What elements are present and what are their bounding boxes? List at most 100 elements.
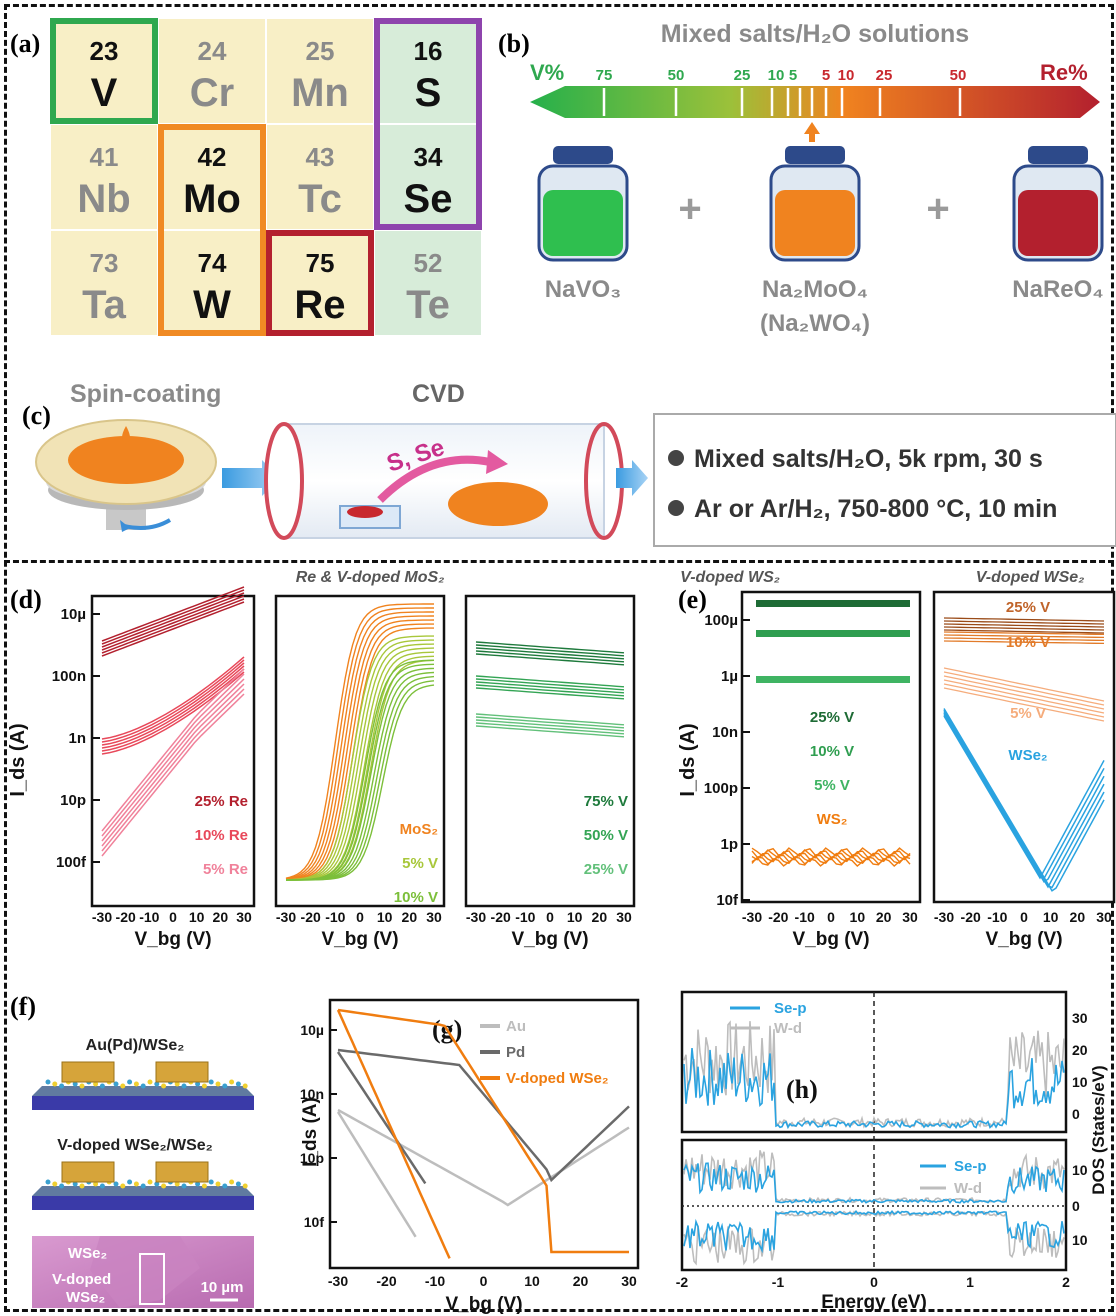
data-curve [751, 855, 911, 865]
atom-dot [229, 1179, 235, 1185]
bullet-icon [668, 450, 684, 466]
x-tick-label: -30 [92, 909, 112, 925]
legend-entry: 75% V [584, 793, 628, 810]
x-tick-label: -20 [116, 909, 136, 925]
atom-dot [93, 1181, 99, 1187]
data-curve [943, 629, 1105, 634]
legend-entry: 10% V [394, 889, 438, 906]
x-tick-label: 0 [169, 909, 177, 925]
data-curve [943, 683, 1105, 718]
data-curve [943, 712, 1105, 883]
x-tick-label: 10 [1043, 909, 1059, 925]
x-tick-label: 10 [189, 909, 205, 925]
v-tick: 75 [596, 67, 613, 84]
x-axis-label: V_bg (V) [792, 929, 869, 950]
x-tick-label: -30 [328, 1273, 348, 1289]
data-curve [101, 683, 245, 847]
element-number: 24 [198, 36, 227, 66]
v-doped-curve [336, 1009, 451, 1259]
dos-curve [683, 1162, 1065, 1204]
x-tick-label: -20 [491, 909, 511, 925]
panel-e-title-1: V-doped WS₂ [680, 569, 780, 586]
data-curve [475, 684, 625, 697]
data-curve [101, 662, 245, 746]
v-highlight-frame [50, 18, 158, 124]
legend-entry: 25% V [584, 861, 628, 878]
y-tick-label: 10f [304, 1214, 325, 1230]
data-curve [943, 714, 1105, 880]
plus-sign: + [926, 187, 949, 231]
y-tick-label: 100µ [704, 612, 738, 629]
element-number: 16 [414, 36, 443, 66]
pd-curve [336, 1051, 427, 1185]
micro-label: WSe₂ [68, 1245, 107, 1262]
y-tick-label: 10n [300, 1086, 324, 1102]
grown-film [448, 482, 548, 526]
atom-dot [120, 1083, 126, 1089]
x-tick-label: -30 [276, 909, 296, 925]
x-tick-label: -10 [425, 1273, 445, 1289]
au-curve [336, 1111, 417, 1238]
electrode [61, 1061, 115, 1083]
data-curve [101, 656, 245, 740]
electrode [155, 1161, 209, 1183]
x-tick-label: 30 [616, 909, 632, 925]
re-percent-label: Re% [1040, 60, 1088, 85]
legend-entry: 10% V [1006, 634, 1050, 651]
data-curve [943, 623, 1105, 628]
re-tick: 10 [838, 67, 855, 84]
element-symbol: V [91, 71, 118, 115]
solution-liquid [543, 190, 623, 256]
data-curve [101, 589, 245, 645]
periodic-table: 23 V 24 Cr 25 Mn 16 S 41 Nb 42 Mo 43 Tc 34 Se 73 Ta 74 W 75 R… [49, 17, 483, 337]
x-tick-label: 0 [546, 909, 554, 925]
element-number: 23 [90, 36, 119, 66]
y-tick-label: 20 [1072, 1042, 1088, 1058]
x-tick-label: -20 [376, 1273, 396, 1289]
data-curve [943, 617, 1105, 622]
bullet-icon [668, 500, 684, 516]
x-tick-label: 0 [827, 909, 835, 925]
element-number: 74 [198, 248, 227, 278]
data-curve [101, 693, 245, 857]
x-axis-label: V_bg (V) [985, 929, 1062, 950]
data-curve [943, 637, 1105, 642]
v-tick: 5 [789, 67, 797, 84]
atom-dot [195, 1081, 201, 1087]
data-curve [475, 653, 625, 666]
pd-curve [337, 1048, 630, 1183]
data-curve [475, 644, 625, 657]
atom-dot [59, 1083, 65, 1089]
x-tick-label: 20 [213, 909, 229, 925]
data-curve [475, 678, 625, 691]
y-tick-label: 0 [1072, 1198, 1080, 1214]
atom-dot [133, 1181, 139, 1187]
panel-label-e: (e) [678, 585, 707, 614]
condition-text: Mixed salts/H₂O, 5k rpm, 30 s [694, 445, 1043, 473]
data-curve [475, 641, 625, 654]
legend-entry: 25% Re [195, 793, 248, 810]
plot-frame [464, 594, 636, 908]
data-curve [756, 634, 910, 637]
plot-frame [328, 998, 640, 1270]
element-symbol: W [193, 283, 231, 327]
data-curve [475, 650, 625, 663]
data-curve [943, 671, 1105, 706]
v-tick: 10 [768, 67, 785, 84]
x-tick-label: 30 [621, 1273, 637, 1289]
x-axis-label: V_bg (V) [134, 929, 211, 950]
panel-label-h: (h) [786, 1075, 818, 1104]
atom-dot [59, 1183, 65, 1189]
schematic-label-2: V-doped WSe₂/WSe₂ [57, 1137, 213, 1154]
plot-frame [740, 590, 922, 904]
legend-entry: 10% V [810, 743, 854, 760]
element-symbol: Se [404, 177, 453, 221]
au-curve [337, 1108, 630, 1207]
x-axis-label: Energy (eV) [821, 1292, 927, 1313]
panel-f: Au(Pd)/WSe₂ V-doped WSe₂/WSe₂ WSe₂ V-dop… [32, 1037, 254, 1308]
bottle-cap [785, 146, 845, 164]
data-curve [475, 719, 625, 732]
element-cell [157, 123, 267, 231]
atom-dot [147, 1079, 153, 1085]
legend-entry: 5% Re [203, 861, 248, 878]
